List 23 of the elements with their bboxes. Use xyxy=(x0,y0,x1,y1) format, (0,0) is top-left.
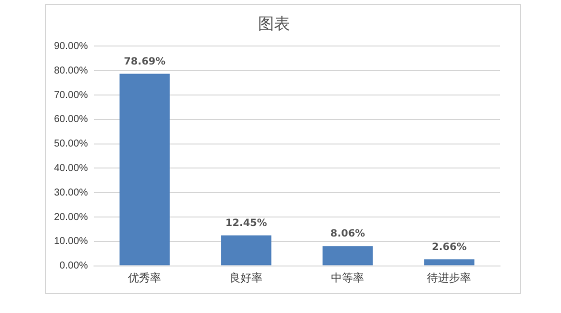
bar xyxy=(221,235,272,266)
y-tick-label: 60.00% xyxy=(54,114,88,126)
y-tick-label: 40.00% xyxy=(54,162,88,174)
y-tick-label: 20.00% xyxy=(54,212,88,223)
bar xyxy=(322,246,373,266)
y-tick-label: 10.00% xyxy=(54,236,88,248)
chart-title: 图表 xyxy=(258,14,290,33)
data-label: 8.06% xyxy=(330,228,366,240)
bar xyxy=(120,74,170,266)
y-tick-label: 90.00% xyxy=(54,40,88,52)
x-tick-label: 待进步率 xyxy=(427,271,472,284)
data-label: 12.45% xyxy=(225,218,268,230)
data-label: 2.66% xyxy=(432,242,467,253)
x-tick-label: 优秀率 xyxy=(128,271,162,284)
y-tick-label: 30.00% xyxy=(54,187,88,198)
y-tick-label: 0.00% xyxy=(60,260,88,272)
x-tick-label: 良好率 xyxy=(230,271,263,284)
y-tick-label: 50.00% xyxy=(54,138,88,150)
data-label: 78.69% xyxy=(124,56,166,68)
y-tick-label: 70.00% xyxy=(54,90,88,101)
bar xyxy=(424,259,474,266)
y-tick-label: 80.00% xyxy=(54,65,88,76)
x-tick-label: 中等率 xyxy=(331,271,364,284)
